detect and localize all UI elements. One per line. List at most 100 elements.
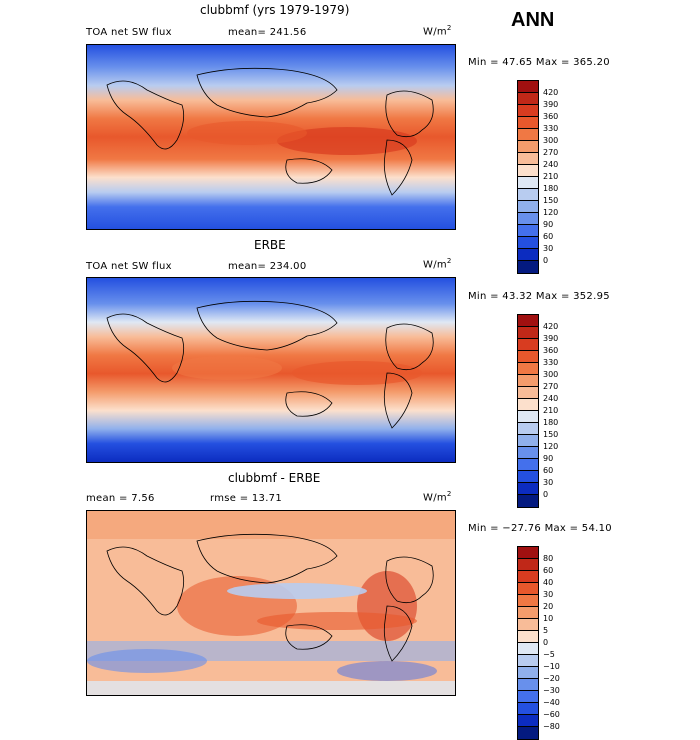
colorbar-swatch <box>518 547 538 559</box>
colorbar-tick-label: 420 <box>543 322 559 331</box>
colorbar-tick-label: 360 <box>543 112 559 121</box>
panel3-coastlines <box>106 533 434 662</box>
colorbar-tick-label: 240 <box>543 394 559 403</box>
panel1-minmax: Min = 47.65 Max = 365.20 <box>468 57 610 68</box>
colorbar-swatch <box>518 655 538 667</box>
panel1-coastlines <box>106 67 434 196</box>
panel2-colorbar <box>517 314 539 508</box>
colorbar-swatch <box>518 93 538 105</box>
colorbar-swatch <box>518 237 538 249</box>
panel1-warm-band <box>187 121 307 145</box>
units-exponent: 2 <box>446 490 452 498</box>
colorbar-tick-label: 300 <box>543 370 559 379</box>
colorbar-tick-label: 60 <box>543 566 554 575</box>
colorbar-swatch <box>518 327 538 339</box>
panel2-coastlines <box>106 300 434 429</box>
colorbar-swatch <box>518 607 538 619</box>
colorbar-swatch <box>518 727 538 739</box>
panel2-units: W/m2 <box>423 257 452 270</box>
colorbar-swatch <box>518 619 538 631</box>
colorbar-swatch <box>518 435 538 447</box>
panel2-map <box>86 277 456 463</box>
colorbar-swatch <box>518 387 538 399</box>
panel1-warm-core <box>277 127 417 155</box>
colorbar-tick-label: 120 <box>543 442 559 451</box>
colorbar-tick-label: −10 <box>543 662 560 671</box>
panel2-subtitle-left: TOA net SW flux <box>86 261 172 272</box>
colorbar-tick-label: 150 <box>543 430 559 439</box>
colorbar-tick-label: 90 <box>543 454 554 463</box>
colorbar-swatch <box>518 249 538 261</box>
colorbar-tick-label: −40 <box>543 698 560 707</box>
colorbar-tick-label: 60 <box>543 232 554 241</box>
colorbar-swatch <box>518 447 538 459</box>
panel3-mean: mean = 7.56 <box>86 493 155 504</box>
colorbar-swatch <box>518 81 538 93</box>
colorbar-swatch <box>518 495 538 507</box>
colorbar-swatch <box>518 141 538 153</box>
colorbar-tick-label: 180 <box>543 184 559 193</box>
colorbar-swatch <box>518 363 538 375</box>
colorbar-tick-label: 270 <box>543 148 559 157</box>
colorbar-swatch <box>518 583 538 595</box>
panel2-warm-band <box>172 356 282 380</box>
colorbar-swatch <box>518 559 538 571</box>
colorbar-swatch <box>518 715 538 727</box>
panel3-units: W/m2 <box>423 490 452 503</box>
colorbar-tick-label: 180 <box>543 418 559 427</box>
colorbar-swatch <box>518 339 538 351</box>
panel3-title: clubbmf - ERBE <box>228 471 321 485</box>
colorbar-tick-label: 120 <box>543 208 559 217</box>
colorbar-tick-label: −80 <box>543 722 560 731</box>
colorbar-swatch <box>518 165 538 177</box>
colorbar-tick-label: 0 <box>543 490 549 499</box>
units-exponent: 2 <box>446 24 452 32</box>
colorbar-swatch <box>518 177 538 189</box>
panel1-subtitle-left: TOA net SW flux <box>86 27 172 38</box>
colorbar-tick-label: 150 <box>543 196 559 205</box>
colorbar-swatch <box>518 691 538 703</box>
units-text: W/m <box>423 26 447 38</box>
units-exponent: 2 <box>446 257 452 265</box>
panel2-title: ERBE <box>254 238 286 252</box>
panel3-anomalies <box>87 511 455 695</box>
colorbar-swatch <box>518 129 538 141</box>
panel2-mean: mean= 234.00 <box>228 261 307 272</box>
colorbar-tick-label: 80 <box>543 554 554 563</box>
colorbar-tick-label: 30 <box>543 590 554 599</box>
colorbar-tick-label: 0 <box>543 638 549 647</box>
colorbar-swatch <box>518 679 538 691</box>
colorbar-tick-label: −20 <box>543 674 560 683</box>
colorbar-tick-label: 390 <box>543 334 559 343</box>
panel1-map <box>86 44 456 230</box>
colorbar-tick-label: 20 <box>543 602 554 611</box>
colorbar-tick-label: 360 <box>543 346 559 355</box>
colorbar-tick-label: 90 <box>543 220 554 229</box>
colorbar-tick-label: 30 <box>543 244 554 253</box>
colorbar-tick-label: 10 <box>543 614 554 623</box>
panel2-minmax: Min = 43.32 Max = 352.95 <box>468 291 610 302</box>
colorbar-swatch <box>518 189 538 201</box>
colorbar-swatch <box>518 483 538 495</box>
colorbar-swatch <box>518 315 538 327</box>
colorbar-tick-label: −30 <box>543 686 560 695</box>
panel3-minmax: Min = −27.76 Max = 54.10 <box>468 523 612 534</box>
panel1-colorbar <box>517 80 539 274</box>
panel3-map <box>86 510 456 696</box>
colorbar-tick-label: 0 <box>543 256 549 265</box>
colorbar-swatch <box>518 261 538 273</box>
colorbar-swatch <box>518 703 538 715</box>
colorbar-swatch <box>518 631 538 643</box>
colorbar-swatch <box>518 423 538 435</box>
colorbar-tick-label: 420 <box>543 88 559 97</box>
units-text: W/m <box>423 259 447 271</box>
colorbar-swatch <box>518 643 538 655</box>
colorbar-swatch <box>518 225 538 237</box>
colorbar-tick-label: 40 <box>543 578 554 587</box>
colorbar-swatch <box>518 471 538 483</box>
colorbar-swatch <box>518 213 538 225</box>
panel1-units: W/m2 <box>423 24 452 37</box>
panel2-warm-core <box>292 361 422 385</box>
colorbar-swatch <box>518 595 538 607</box>
panel3-colorbar <box>517 546 539 740</box>
